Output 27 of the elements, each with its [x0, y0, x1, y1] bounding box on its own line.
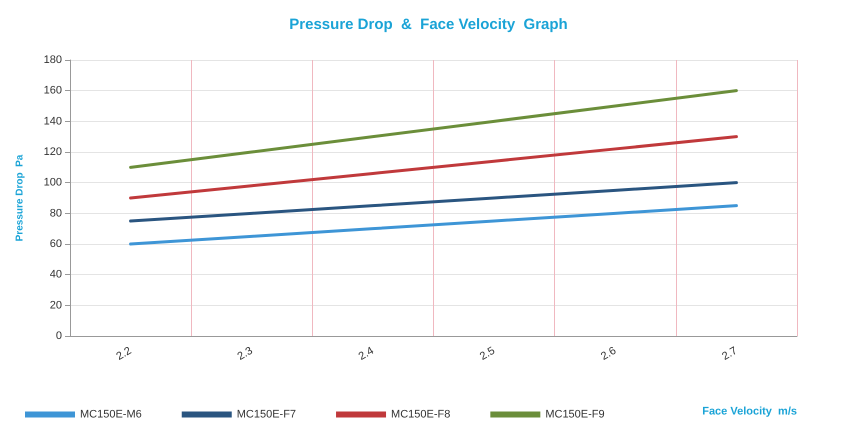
y-tick-label: 60 — [50, 238, 62, 250]
x-tick-label: 2.2 — [114, 344, 134, 363]
x-tick-label: 2.3 — [236, 344, 255, 363]
y-tick-label: 20 — [50, 299, 62, 312]
x-tick-label: 2.5 — [478, 344, 498, 363]
legend-label: MC150E-F7 — [236, 408, 296, 420]
y-tick-label: 160 — [44, 84, 62, 97]
legend-label: MC150E-M6 — [80, 408, 142, 420]
chart-title: Pressure Drop & Face Velocity Graph — [289, 16, 568, 33]
y-tick-label: 0 — [56, 330, 62, 342]
line-series — [129, 181, 738, 222]
x-tick-label: 2.4 — [356, 344, 376, 363]
line-series — [129, 204, 738, 246]
y-tick-label: 80 — [50, 207, 62, 220]
y-tick-label: 180 — [44, 54, 62, 66]
x-tick-label: 2.7 — [720, 344, 740, 363]
legend-label: MC150E-F9 — [545, 408, 605, 420]
line-series — [129, 89, 738, 169]
line-series — [129, 135, 738, 200]
x-axis-title: Face Velocity m/s — [702, 406, 797, 418]
y-tick-label: 100 — [44, 176, 62, 189]
legend-label: MC150E-F8 — [391, 408, 450, 420]
y-tick-label: 140 — [44, 115, 62, 128]
y-axis-title: Pressure Drop Pa — [14, 154, 26, 242]
x-tick-label: 2.6 — [599, 344, 618, 363]
y-tick-label: 40 — [50, 268, 62, 281]
y-tick-label: 120 — [44, 146, 62, 158]
